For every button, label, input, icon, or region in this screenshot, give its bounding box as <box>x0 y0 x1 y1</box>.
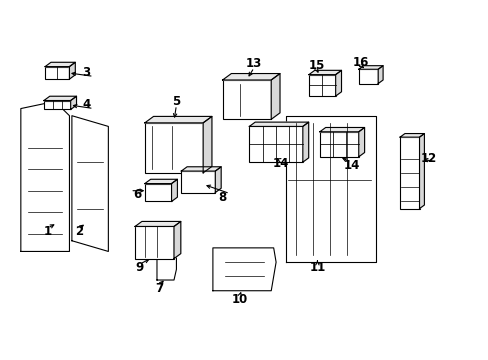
Polygon shape <box>377 66 382 84</box>
Polygon shape <box>222 73 280 80</box>
Text: 4: 4 <box>82 99 90 112</box>
Bar <box>45 67 69 79</box>
Bar <box>144 184 171 202</box>
Polygon shape <box>171 179 177 202</box>
Bar <box>144 123 203 173</box>
Bar <box>222 80 271 119</box>
Bar <box>319 132 358 157</box>
Text: 11: 11 <box>309 261 325 274</box>
Polygon shape <box>212 248 276 291</box>
Polygon shape <box>215 167 221 193</box>
Bar <box>399 137 419 208</box>
Polygon shape <box>203 116 211 173</box>
Polygon shape <box>335 70 341 96</box>
Text: 10: 10 <box>231 293 247 306</box>
Polygon shape <box>302 122 308 162</box>
Polygon shape <box>144 179 177 184</box>
Polygon shape <box>44 96 76 100</box>
Polygon shape <box>144 116 211 123</box>
Text: 5: 5 <box>172 95 180 108</box>
Text: 12: 12 <box>420 152 436 165</box>
Bar <box>249 126 302 162</box>
Polygon shape <box>174 221 181 258</box>
Bar <box>44 100 71 109</box>
Polygon shape <box>358 127 364 157</box>
Text: 7: 7 <box>155 283 163 296</box>
Polygon shape <box>285 116 375 262</box>
Polygon shape <box>135 221 181 226</box>
Text: 3: 3 <box>82 66 90 79</box>
Text: 1: 1 <box>43 225 52 238</box>
Polygon shape <box>358 66 382 69</box>
Polygon shape <box>45 62 75 67</box>
Polygon shape <box>249 122 308 126</box>
Polygon shape <box>181 167 221 171</box>
Polygon shape <box>21 102 69 251</box>
Text: 2: 2 <box>75 225 83 238</box>
Text: 9: 9 <box>136 261 144 274</box>
Text: 15: 15 <box>307 59 324 72</box>
Polygon shape <box>71 96 76 109</box>
Polygon shape <box>419 134 424 208</box>
Text: 14: 14 <box>272 157 288 170</box>
Polygon shape <box>69 62 75 79</box>
Bar <box>135 226 174 258</box>
Polygon shape <box>399 134 424 137</box>
Text: 8: 8 <box>218 191 226 204</box>
Text: 16: 16 <box>352 55 368 69</box>
Text: 6: 6 <box>133 188 142 201</box>
Polygon shape <box>308 70 341 75</box>
Polygon shape <box>319 127 364 132</box>
Polygon shape <box>72 116 108 251</box>
Bar <box>308 75 335 96</box>
Text: 14: 14 <box>343 159 359 172</box>
Bar <box>181 171 215 193</box>
Polygon shape <box>271 73 280 119</box>
Text: 13: 13 <box>245 57 262 71</box>
Bar <box>358 69 377 84</box>
Polygon shape <box>157 251 176 280</box>
